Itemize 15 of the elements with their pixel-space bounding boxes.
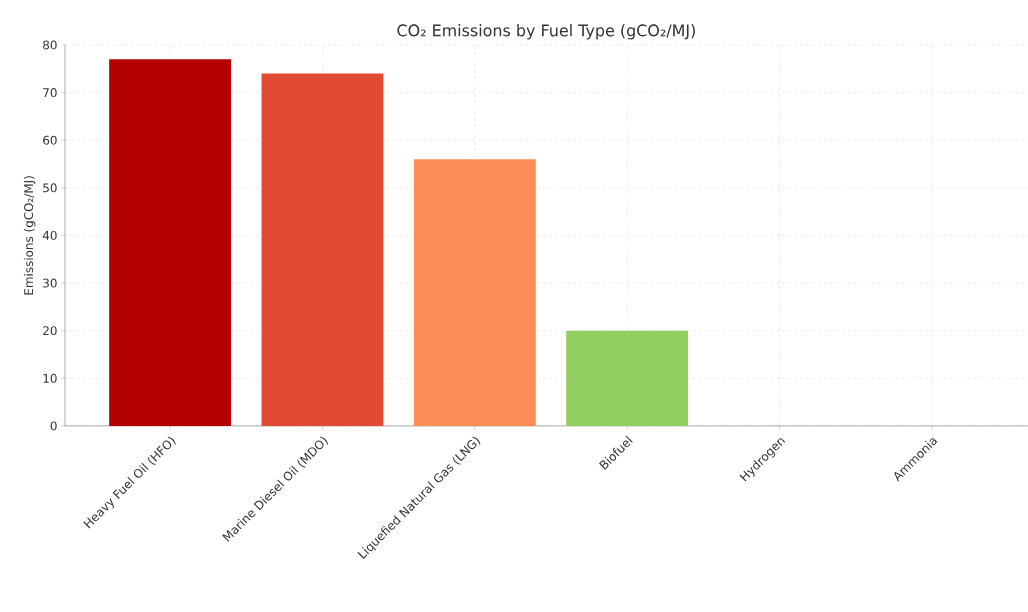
bar (566, 330, 689, 426)
y-tick-label: 0 (50, 421, 57, 431)
y-tick-label: 70 (43, 88, 57, 98)
y-tick-label: 40 (42, 230, 57, 241)
y-axis-title: Emissions (gCO₂/MJ) (23, 176, 36, 295)
y-tick-label: 60 (43, 135, 57, 145)
y-tick-label: 30 (43, 278, 57, 288)
chart-title: CO₂ Emissions by Fuel Type (gCO₂/MJ) (397, 24, 695, 40)
bar (109, 59, 232, 426)
y-tick-label: 80 (43, 40, 57, 50)
y-tick-label: 10 (43, 373, 57, 383)
y-tick-label: 50 (43, 183, 57, 193)
y-tick-label: 20 (43, 326, 57, 336)
bar (261, 73, 384, 426)
bar (413, 159, 536, 426)
